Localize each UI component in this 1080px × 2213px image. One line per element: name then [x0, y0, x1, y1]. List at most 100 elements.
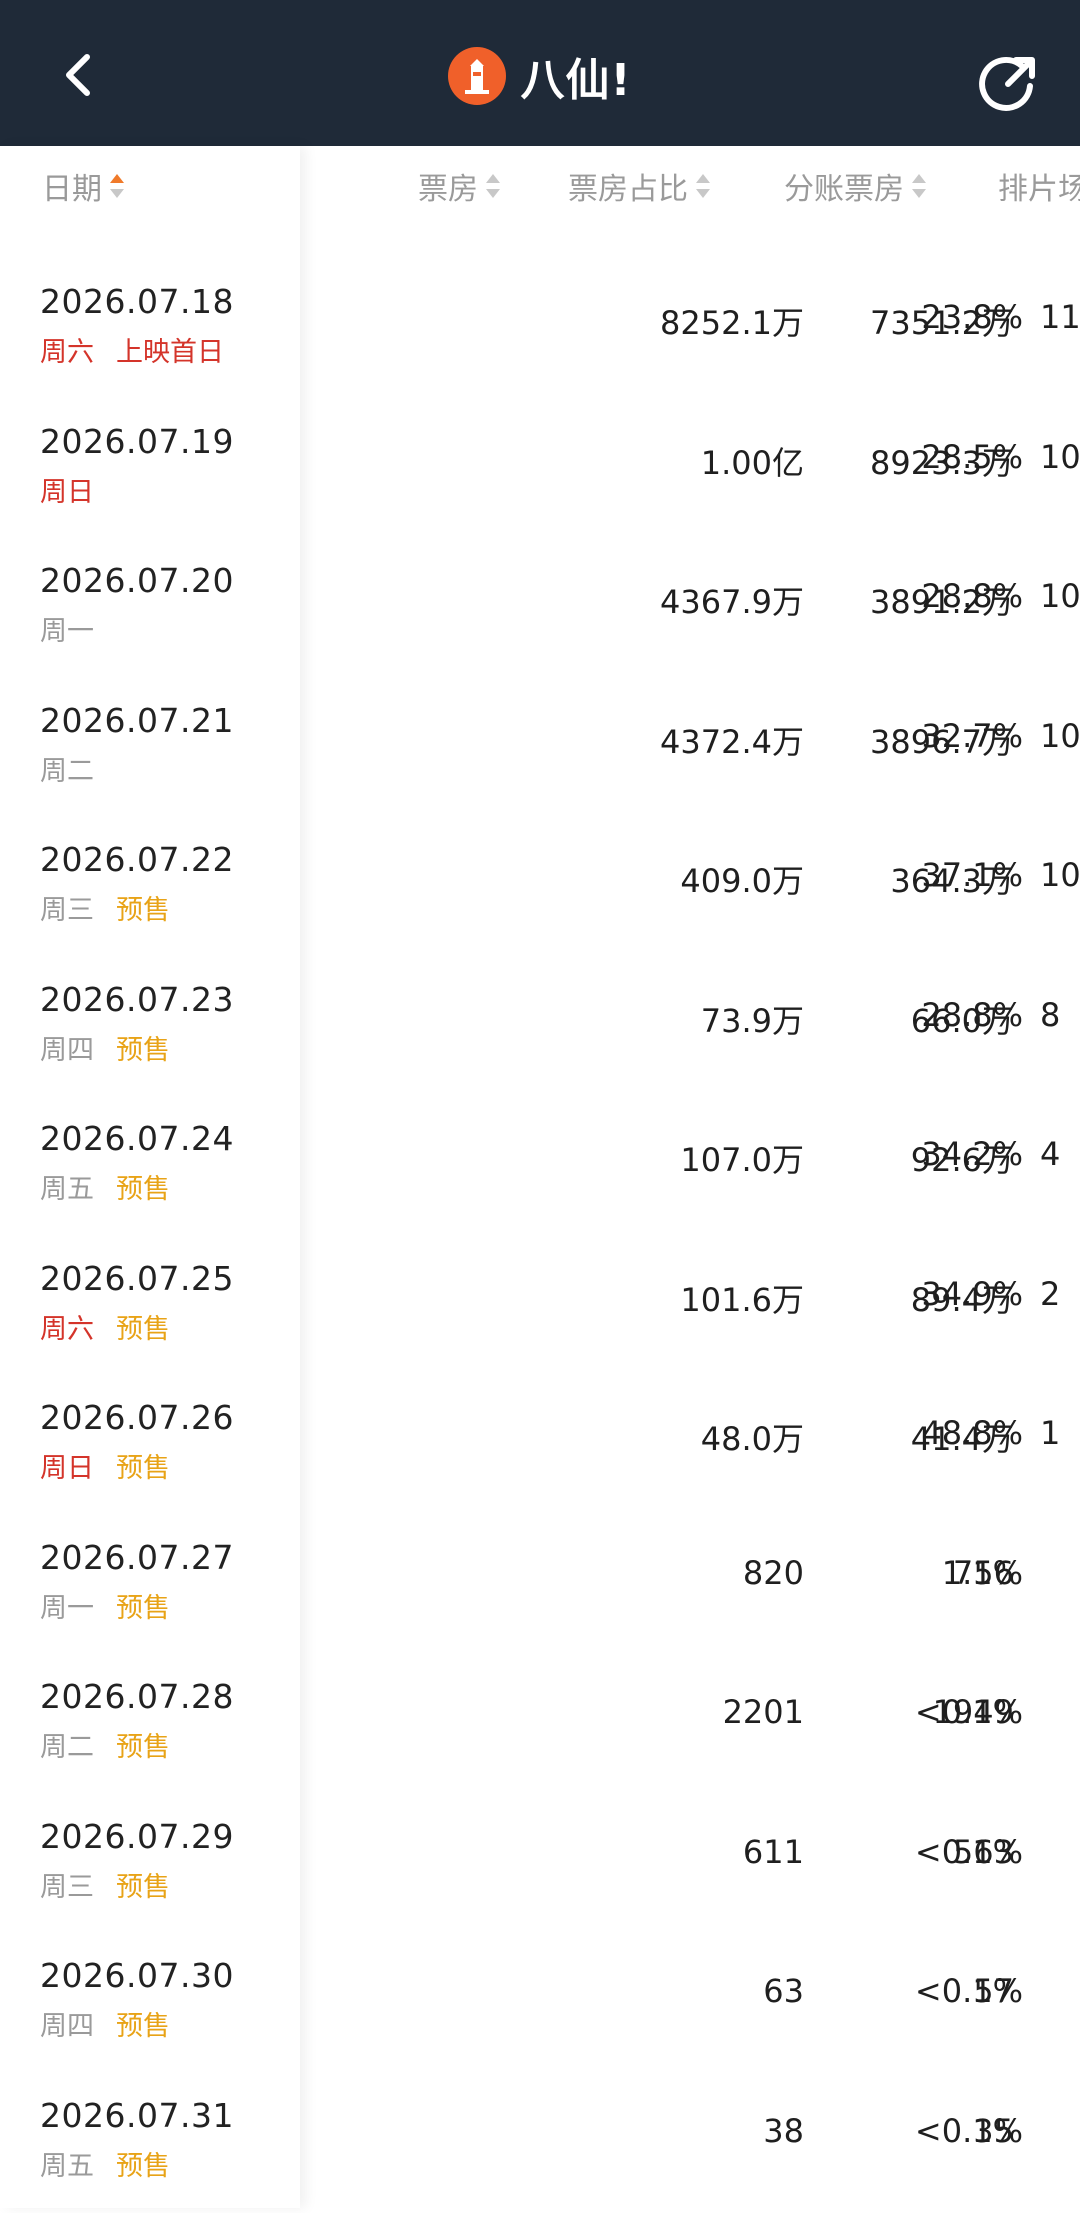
date-label: 2026.07.24: [40, 1119, 234, 1158]
table-row[interactable]: 611 <0.1% 563: [300, 1795, 1080, 1935]
split-box-office-value: 35: [776, 2112, 1014, 2150]
row-sub-info: 周六预售: [40, 1307, 170, 1346]
title-area: 八仙!: [0, 44, 1080, 108]
shows-value: 2: [1040, 1275, 1060, 1313]
date-label: 2026.07.22: [40, 840, 234, 879]
weekday-label: 周五: [40, 2144, 94, 2183]
sort-by-shows-header[interactable]: 排片场: [998, 164, 1080, 208]
status-tag: 预售: [116, 1586, 170, 1625]
split-box-office-value: 8923.3万: [776, 438, 1014, 484]
share-icon: [976, 52, 1040, 116]
split-box-office-value: 756: [776, 1554, 1014, 1592]
table-row[interactable]: 2026.07.21 周二: [0, 679, 300, 819]
split-box-office-value: 563: [776, 1833, 1014, 1871]
table-row[interactable]: 1.00亿 28.5% 8923.3万 10: [300, 400, 1080, 540]
table-row[interactable]: 4372.4万 32.7% 3896.7万 10: [300, 679, 1080, 819]
row-sub-info: 周五预售: [40, 1167, 170, 1206]
table-row[interactable]: 2026.07.25 周六预售: [0, 1237, 300, 1377]
table-row[interactable]: 2026.07.26 周日预售: [0, 1376, 300, 1516]
page-title: 八仙!: [520, 44, 631, 108]
split-box-office-value: 57: [776, 1972, 1014, 2010]
weekday-label: 周日: [40, 1446, 94, 1485]
date-label: 2026.07.26: [40, 1398, 234, 1437]
row-sub-info: 周五预售: [40, 2144, 170, 2183]
table-row[interactable]: 107.0万 34.2% 92.6万 4: [300, 1097, 1080, 1237]
table-row[interactable]: 2026.07.29 周三预售: [0, 1795, 300, 1935]
weekday-label: 周日: [40, 470, 94, 509]
column-label-shows: 排片场: [998, 164, 1080, 208]
split-box-office-value: 66.0万: [776, 996, 1014, 1042]
row-sub-info: 周四预售: [40, 1028, 170, 1067]
shows-value: 8: [1040, 996, 1060, 1034]
row-sub-info: 周一: [40, 609, 94, 648]
weekday-label: 周一: [40, 609, 94, 648]
date-label: 2026.07.23: [40, 980, 234, 1019]
top-nav-bar: 八仙!: [0, 0, 1080, 146]
table-row[interactable]: 2026.07.22 周三预售: [0, 818, 300, 958]
shows-value: 10: [1040, 577, 1080, 615]
table-row[interactable]: 38 <0.1% 35: [300, 2074, 1080, 2209]
split-box-office-value: 7351.2万: [776, 298, 1014, 344]
data-columns[interactable]: 票房 票房占比 分账票房 排片场 8252.1万 23.8% 7351.2万 1…: [300, 146, 1080, 2208]
column-label-date: 日期: [42, 164, 102, 208]
status-tag: 预售: [116, 1865, 170, 1904]
sort-by-date-header[interactable]: 日期: [42, 164, 124, 208]
data-header-row: 票房 票房占比 分账票房 排片场: [300, 146, 1080, 222]
shows-value: 10: [1040, 438, 1080, 476]
date-label: 2026.07.21: [40, 701, 234, 740]
column-label-box-office: 票房: [418, 164, 478, 208]
weekday-label: 周二: [40, 1725, 94, 1764]
table-row[interactable]: 2026.07.24 周五预售: [0, 1097, 300, 1237]
table-row[interactable]: 63 <0.1% 57: [300, 1934, 1080, 2074]
table-row[interactable]: 2026.07.23 周四预售: [0, 958, 300, 1098]
row-sub-info: 周日: [40, 470, 94, 509]
weekday-label: 周三: [40, 1865, 94, 1904]
table-row[interactable]: 101.6万 34.9% 89.4万 2: [300, 1237, 1080, 1377]
date-label: 2026.07.25: [40, 1259, 234, 1298]
weekday-label: 周四: [40, 1028, 94, 1067]
date-label: 2026.07.30: [40, 1956, 234, 1995]
table-row[interactable]: 2026.07.31 周五预售: [0, 2074, 300, 2213]
lighthouse-logo-icon: [448, 47, 506, 105]
status-tag: 预售: [116, 888, 170, 927]
table-row[interactable]: 820 1.1% 756: [300, 1516, 1080, 1656]
row-sub-info: 周六上映首日: [40, 330, 224, 369]
table-row[interactable]: 2026.07.27 周一预售: [0, 1516, 300, 1656]
sort-by-split-header[interactable]: 分账票房: [784, 164, 926, 208]
weekday-label: 周一: [40, 1586, 94, 1625]
sort-by-box-office-header[interactable]: 票房: [418, 164, 500, 208]
table-row[interactable]: 2201 <0.1% 1949: [300, 1655, 1080, 1795]
shows-value: 10: [1040, 717, 1080, 755]
row-sub-info: 周四预售: [40, 2004, 170, 2043]
table-row[interactable]: 48.0万 48.8% 41.4万 1: [300, 1376, 1080, 1516]
row-sub-info: 周三预售: [40, 888, 170, 927]
table-row[interactable]: 2026.07.18 周六上映首日: [0, 260, 300, 400]
table-row[interactable]: 73.9万 28.8% 66.0万 8: [300, 958, 1080, 1098]
sort-icon: [912, 171, 926, 201]
row-sub-info: 周一预售: [40, 1586, 170, 1625]
weekday-label: 周五: [40, 1167, 94, 1206]
row-sub-info: 周日预售: [40, 1446, 170, 1485]
table-row[interactable]: 2026.07.30 周四预售: [0, 1934, 300, 2074]
shows-value: 4: [1040, 1135, 1060, 1173]
status-tag: 预售: [116, 2144, 170, 2183]
date-label: 2026.07.31: [40, 2096, 234, 2135]
table-row[interactable]: 409.0万 37.1% 364.3万 10: [300, 818, 1080, 958]
status-tag: 预售: [116, 1167, 170, 1206]
shows-value: 11(: [1040, 298, 1080, 336]
table-row[interactable]: 2026.07.19 周日: [0, 400, 300, 540]
weekday-label: 周三: [40, 888, 94, 927]
sort-icon: [696, 171, 710, 201]
table-row[interactable]: 8252.1万 23.8% 7351.2万 11(: [300, 260, 1080, 400]
table-row[interactable]: 2026.07.20 周一: [0, 539, 300, 679]
status-tag: 预售: [116, 1028, 170, 1067]
share-button[interactable]: [976, 52, 1040, 116]
status-tag: 上映首日: [116, 330, 224, 369]
sort-by-share-header[interactable]: 票房占比: [568, 164, 710, 208]
row-sub-info: 周二预售: [40, 1725, 170, 1764]
split-box-office-value: 41.4万: [776, 1414, 1014, 1460]
table-row[interactable]: 2026.07.28 周二预售: [0, 1655, 300, 1795]
table-row[interactable]: 4367.9万 28.8% 3891.2万 10: [300, 539, 1080, 679]
date-label: 2026.07.27: [40, 1538, 234, 1577]
